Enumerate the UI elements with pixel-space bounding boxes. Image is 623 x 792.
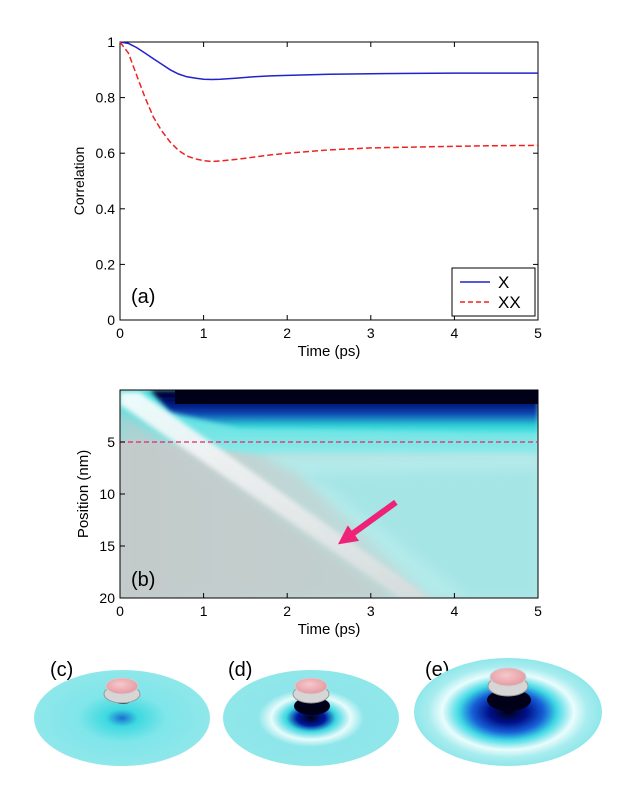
panel-d: (d)	[223, 659, 399, 766]
b-xtick-label: 3	[367, 603, 375, 619]
a-xtick-label: 5	[534, 325, 542, 341]
dot-e-top	[489, 667, 527, 687]
a-ytick-label: 0.6	[96, 145, 116, 161]
a-xtick-label: 2	[283, 325, 291, 341]
a-ytick-label: 0	[107, 312, 115, 328]
a-ytick-label: 0.2	[96, 256, 116, 272]
panel-b-x-ticks: 0 1 2 3 4 5	[116, 593, 542, 619]
dot-d-top	[294, 677, 328, 695]
a-xtick-label: 4	[451, 325, 459, 341]
a-xtick-label: 3	[367, 325, 375, 341]
panel-d-label: (d)	[228, 659, 252, 681]
panel-a-xlabel: Time (ps)	[298, 343, 361, 360]
panel-b-label: (b)	[131, 569, 155, 591]
a-ytick-label: 0.4	[96, 201, 116, 217]
panel-a-label: (a)	[131, 286, 155, 308]
b-xtick-label: 2	[283, 603, 291, 619]
panel-a-line-chart: 0 1 2 3 4 5 0 0.2 0.4 0.6 0.8 1 Time (ps) Correlat…	[71, 34, 542, 360]
b-xtick-label: 0	[116, 603, 124, 619]
a-ytick-label: 1	[107, 34, 115, 50]
b-ytick-label: 20	[99, 590, 115, 606]
panel-c-label: (c)	[50, 659, 73, 681]
b-xtick-label: 1	[200, 603, 208, 619]
annotation-arrow	[337, 499, 398, 545]
heatmap-image	[120, 390, 538, 598]
legend-xx-label: XX	[498, 293, 521, 312]
panel-a-x-ticks: 0 1 2 3 4 5	[116, 42, 542, 341]
panel-c: (c)	[34, 659, 210, 766]
b-ytick-label: 10	[99, 486, 115, 502]
disk-c	[34, 670, 210, 766]
b-ytick-label: 15	[99, 538, 115, 554]
panel-a-series	[119, 41, 539, 163]
legend-x-label: X	[498, 273, 509, 292]
b-ytick-label: 5	[107, 434, 115, 450]
a-xtick-label: 0	[116, 325, 124, 341]
b-xtick-label: 5	[534, 603, 542, 619]
panel-b-ylabel: Position (nm)	[75, 450, 92, 538]
a-xtick-label: 1	[200, 325, 208, 341]
disk-e	[414, 658, 602, 766]
panel-a-ylabel: Correlation	[71, 147, 87, 215]
dot-c-top	[105, 677, 139, 695]
panel-b-y-ticks: 5 10 15 20	[99, 434, 125, 606]
legend-box	[451, 267, 536, 317]
series-x-line	[119, 41, 538, 81]
b-xtick-label: 4	[451, 603, 459, 619]
panel-a-legend: X XX	[451, 267, 536, 317]
plot-a-frame	[119, 41, 539, 321]
disk-d	[223, 670, 399, 766]
panel-a-y-ticks: 0 0.2 0.4 0.6 0.8 1	[96, 34, 538, 328]
panel-b-xlabel: Time (ps)	[298, 621, 361, 638]
a-ytick-label: 0.8	[96, 90, 116, 106]
panel-b-heatmap: 0 1 2 3 4 5 5 10 15 20 Time (ps) Position (nm) (…	[75, 389, 542, 638]
panel-e: (e)	[414, 658, 602, 766]
series-xx-line	[119, 41, 539, 163]
